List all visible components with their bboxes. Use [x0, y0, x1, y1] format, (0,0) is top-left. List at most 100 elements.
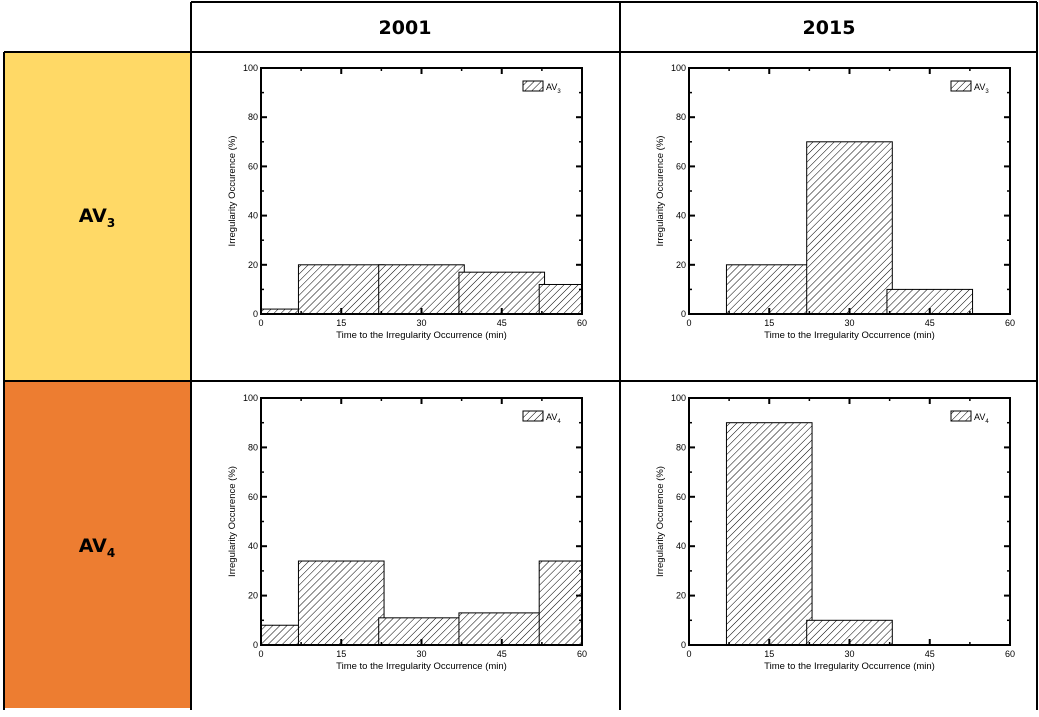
bar-60 — [538, 560, 582, 645]
bar-15 — [725, 422, 813, 645]
x-tick-label: 0 — [686, 649, 691, 659]
legend: AV4 — [950, 410, 989, 425]
y-tick-label: 40 — [676, 541, 686, 551]
y-tick-label: 40 — [248, 541, 258, 551]
chart-av4-2001: 0 20 40 60 80 100 0 15 30 45 60 Time to the Irregul… — [227, 393, 587, 672]
bar-60 — [538, 283, 582, 314]
y-axis-label: Irregularity Occurence (%) — [655, 466, 666, 577]
y-tick-label: 80 — [676, 112, 686, 122]
x-tick-label: 30 — [844, 649, 854, 659]
legend-label-main: AV — [974, 412, 985, 422]
y-tick-label: 100 — [671, 393, 686, 403]
y-tick-label: 100 — [671, 63, 686, 73]
row-label-av4-bg — [4, 381, 191, 708]
y-tick-label: 0 — [253, 309, 258, 319]
x-tick-label: 60 — [577, 649, 587, 659]
y-tick-label: 40 — [676, 211, 686, 221]
legend-label-main: AV — [974, 82, 985, 92]
y-tick-label: 80 — [676, 442, 686, 452]
bar-15 — [297, 560, 385, 645]
y-tick-label: 0 — [253, 640, 258, 650]
x-tick-label: 60 — [1005, 649, 1015, 659]
x-axis-label: Time to the Irregularity Occurrence (min… — [764, 661, 935, 672]
legend-label-main: AV — [546, 412, 557, 422]
bars — [725, 422, 893, 645]
x-axis-label: Time to the Irregularity Occurrence (min… — [336, 330, 507, 341]
bar-30 — [806, 141, 893, 314]
row-label-av3: AV3 — [79, 205, 115, 230]
y-tick-label: 0 — [681, 309, 686, 319]
y-tick-label: 60 — [248, 161, 258, 171]
column-header-2001: 2001 — [379, 17, 432, 39]
legend-label: AV4 — [974, 412, 989, 425]
legend-label-sub: 3 — [557, 89, 561, 95]
chart-av3-2001: 0 20 40 60 80 100 0 15 30 45 60 Time to the Irregul… — [227, 63, 587, 341]
x-tick-label: 15 — [764, 318, 774, 328]
row-label-av3-bg — [4, 52, 191, 381]
chart-av4-2015: 0 20 40 60 80 100 0 15 30 45 60 Time to the Irregul… — [655, 393, 1015, 672]
y-tick-label: 20 — [248, 591, 258, 601]
legend-swatch — [950, 80, 972, 92]
table-grid — [3, 1, 1038, 710]
x-tick-label: 60 — [577, 318, 587, 328]
legend-swatch — [522, 410, 544, 422]
y-tick-label: 60 — [248, 492, 258, 502]
legend-label-main: AV — [546, 82, 557, 92]
bar-45 — [458, 271, 546, 314]
x-tick-label: 30 — [844, 318, 854, 328]
x-tick-label: 0 — [258, 318, 263, 328]
legend-label: AV3 — [546, 82, 561, 95]
bars — [261, 560, 582, 645]
y-tick-label: 80 — [248, 442, 258, 452]
bar-15 — [297, 264, 385, 314]
x-tick-label: 60 — [1005, 318, 1015, 328]
x-tick-label: 30 — [416, 318, 426, 328]
bar-30 — [378, 264, 465, 314]
legend: AV3 — [950, 80, 989, 95]
y-tick-label: 20 — [676, 260, 686, 270]
y-tick-label: 40 — [248, 211, 258, 221]
legend-label-sub: 4 — [985, 419, 989, 425]
y-tick-label: 100 — [243, 63, 258, 73]
chart-av3-2015: 0 20 40 60 80 100 0 15 30 45 60 Time to the Irregul… — [655, 63, 1015, 341]
x-tick-label: 45 — [925, 649, 935, 659]
legend-label-sub: 3 — [985, 89, 989, 95]
legend-label: AV3 — [974, 82, 989, 95]
y-axis-label: Irregularity Occurence (%) — [655, 136, 666, 247]
x-axis-label: Time to the Irregularity Occurrence (min… — [336, 661, 507, 672]
row-label-av3-main: AV — [79, 205, 107, 227]
y-tick-label: 20 — [248, 260, 258, 270]
bar-15 — [725, 264, 813, 314]
row-label-av4: AV4 — [79, 535, 115, 560]
bars — [261, 264, 582, 314]
y-axis-label: Irregularity Occurence (%) — [227, 466, 238, 577]
x-tick-label: 0 — [258, 649, 263, 659]
column-header-2015: 2015 — [803, 17, 856, 39]
y-tick-label: 0 — [681, 640, 686, 650]
x-tick-label: 15 — [336, 649, 346, 659]
legend: AV4 — [522, 410, 561, 425]
y-tick-label: 60 — [676, 492, 686, 502]
y-tick-label: 80 — [248, 112, 258, 122]
legend-label-sub: 4 — [557, 419, 561, 425]
row-label-av4-main: AV — [79, 535, 107, 557]
legend: AV3 — [522, 80, 561, 95]
y-tick-label: 100 — [243, 393, 258, 403]
y-tick-label: 20 — [676, 591, 686, 601]
x-tick-label: 45 — [497, 649, 507, 659]
x-tick-label: 45 — [497, 318, 507, 328]
x-axis-label: Time to the Irregularity Occurrence (min… — [764, 330, 935, 341]
x-tick-label: 30 — [416, 649, 426, 659]
y-tick-label: 60 — [676, 161, 686, 171]
legend-label: AV4 — [546, 412, 561, 425]
x-tick-label: 0 — [686, 318, 691, 328]
legend-swatch — [522, 80, 544, 92]
row-label-av3-sub: 3 — [107, 216, 115, 230]
y-axis-label: Irregularity Occurence (%) — [227, 136, 238, 247]
x-tick-label: 45 — [925, 318, 935, 328]
x-tick-label: 15 — [336, 318, 346, 328]
legend-swatch — [950, 410, 972, 422]
row-label-av4-sub: 4 — [107, 546, 115, 560]
x-tick-label: 15 — [764, 649, 774, 659]
